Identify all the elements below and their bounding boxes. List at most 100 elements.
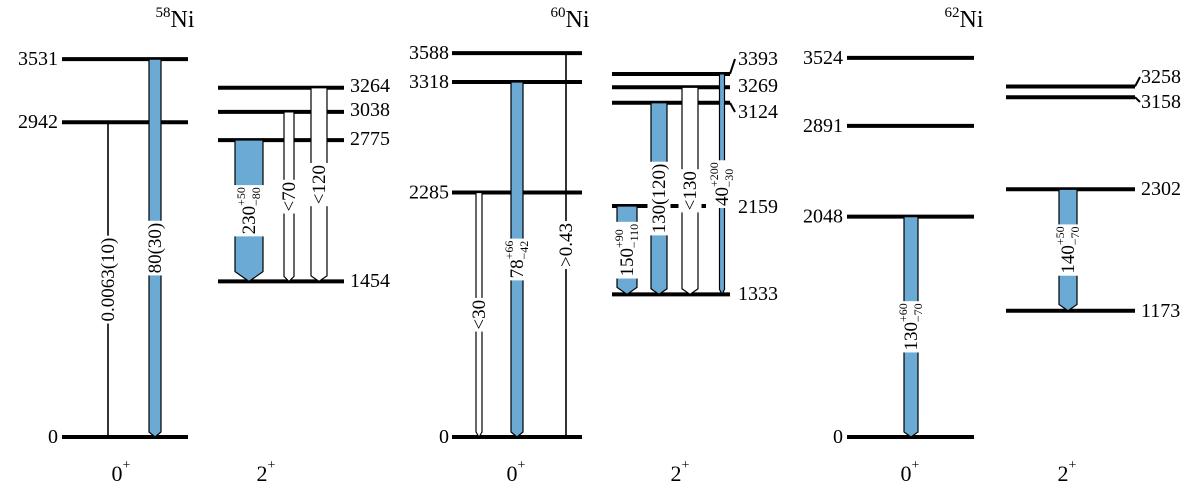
panel-title: 62Ni	[945, 5, 984, 33]
transition-strength-label: <120	[309, 165, 330, 204]
parity-sign: +	[518, 458, 526, 473]
label-background	[501, 238, 532, 281]
level-energy-label: 3264	[350, 75, 390, 97]
level-energy-label: 3393	[738, 48, 778, 70]
transition-label-group: 150+90−110	[611, 221, 642, 279]
transition-arrow: 230+50−80	[233, 139, 264, 283]
strength-value: 230	[239, 206, 260, 235]
transition-label-group: 0.0063(10)	[96, 235, 120, 324]
transition-arrow: 130(120)	[647, 102, 671, 296]
strength-value: 140	[1058, 245, 1079, 273]
parity-sign: +	[912, 458, 920, 473]
transition-arrow: 150+90−110	[611, 205, 642, 296]
spin-parity-label: 0+	[901, 458, 920, 486]
lower-uncertainty: −80	[249, 187, 263, 206]
level-energy-label: 2048	[803, 206, 843, 228]
level-energy-label: 3588	[409, 42, 449, 64]
label-background	[895, 301, 926, 353]
strength-value: 150	[617, 248, 638, 277]
strength-value: 130(120)	[649, 164, 670, 234]
label-background	[678, 169, 702, 213]
spin-value: 0	[507, 461, 518, 486]
spin-parity-label: 2+	[257, 458, 276, 486]
level-energy-label: 0	[439, 426, 449, 448]
level-energy-label: 3124	[738, 101, 778, 123]
label-background	[277, 179, 301, 214]
transition-label-group: 140+50−70	[1052, 224, 1083, 276]
level-energy-label: 0	[833, 426, 843, 448]
level-energy-label: 1333	[738, 283, 778, 305]
level-energy-label: 3318	[409, 71, 449, 93]
element-symbol: Ni	[960, 7, 984, 33]
label-leader	[729, 58, 736, 75]
strength-value: 78	[507, 259, 528, 278]
label-background	[611, 221, 642, 279]
transition-label-group: 78+66−42	[501, 238, 532, 281]
label-leader	[1134, 76, 1141, 87]
strength-value: 130	[901, 322, 922, 351]
label-background	[647, 161, 671, 236]
transition-strength-label: 40+200−30	[707, 162, 736, 206]
spin-value: 2	[671, 461, 682, 486]
label-background	[554, 221, 578, 270]
level-energy-label: 2942	[18, 111, 58, 133]
spin-value: 0	[112, 461, 123, 486]
spin-value: 2	[1058, 461, 1069, 486]
level-energy-label: 3524	[803, 47, 843, 69]
level-energy-label: 1173	[1141, 300, 1180, 322]
upper-uncertainty: +90	[612, 229, 626, 248]
strength-value: >0.43	[556, 223, 577, 267]
level-energy-label: 0	[48, 426, 58, 448]
transition-arrow: 0.0063(10)	[96, 122, 120, 437]
transition-arrow: <120	[307, 87, 331, 283]
spin-parity-label: 0+	[507, 458, 526, 486]
lower-uncertainty: −30	[722, 169, 736, 188]
transition-label-group: <120	[307, 162, 331, 207]
level-energy-label: 1454	[350, 270, 390, 292]
label-background	[143, 220, 167, 276]
transition-label-group: 230+50−80	[233, 185, 264, 237]
element-symbol: Ni	[171, 7, 195, 33]
strength-value: <30	[469, 300, 490, 330]
strength-value: 40	[712, 187, 733, 206]
level-energy-label: 2302	[1141, 178, 1181, 200]
spin-value: 0	[901, 461, 912, 486]
spin-parity-label: 0+	[112, 458, 131, 486]
level-energy-label: 2285	[409, 182, 449, 204]
parity-sign: +	[268, 458, 276, 473]
transition-label-group: 130(120)	[647, 161, 671, 236]
mass-number: 58	[156, 5, 171, 21]
parity-sign: +	[682, 458, 690, 473]
transition-arrow: 78+66−42	[501, 81, 532, 438]
transition-arrow: <30	[467, 191, 491, 439]
transition-strength-label: <30	[469, 300, 490, 330]
spin-parity-label: 2+	[671, 458, 690, 486]
mass-number: 62	[945, 5, 960, 21]
label-leader	[1134, 96, 1141, 103]
label-background	[96, 235, 120, 324]
strength-value: 0.0063(10)	[98, 238, 119, 322]
transition-arrow: 130+60−70	[895, 216, 926, 438]
level-energy-label: 3038	[350, 99, 390, 121]
upper-uncertainty: +60	[896, 303, 910, 322]
level-energy-label: 3531	[18, 48, 58, 70]
label-background	[706, 160, 737, 209]
transition-label-group: 80(30)	[143, 220, 167, 276]
transition-strength-label: 130+60−70	[896, 303, 925, 350]
level-energy-label: 3258	[1141, 66, 1181, 88]
element-symbol: Ni	[566, 7, 590, 33]
label-background	[467, 297, 491, 332]
level-energy-label: 2775	[350, 128, 390, 150]
lower-uncertainty: −70	[911, 303, 925, 322]
level-energy-label: 3269	[738, 75, 778, 97]
transition-arrow: <70	[277, 111, 301, 283]
transition-label-group: 40+200−30	[706, 160, 737, 209]
transition-arrow: 80(30)	[143, 58, 167, 438]
level-energy-label: 3158	[1141, 91, 1181, 113]
level-energy-label: 2159	[738, 196, 778, 218]
label-background	[233, 185, 264, 237]
transition-label-group: 130+60−70	[895, 301, 926, 353]
mass-number: 60	[551, 5, 566, 21]
transition-label-group: >0.43	[554, 221, 578, 270]
